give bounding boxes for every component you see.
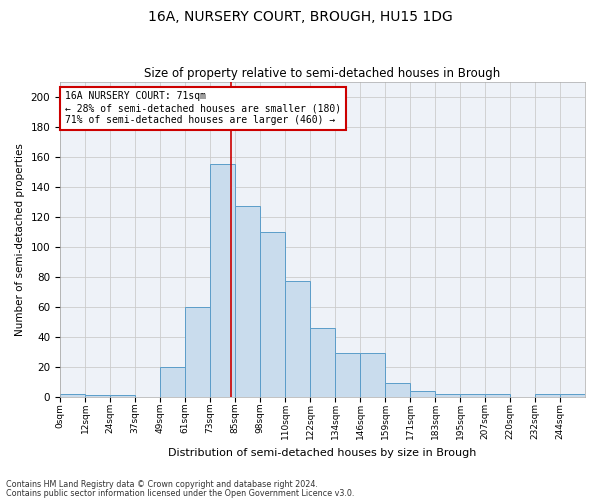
Bar [460, 394, 485, 396]
Bar [560, 394, 585, 396]
Text: Contains HM Land Registry data © Crown copyright and database right 2024.: Contains HM Land Registry data © Crown c… [6, 480, 318, 489]
Bar [235, 206, 260, 396]
Bar [210, 164, 235, 396]
Bar [410, 390, 435, 396]
Bar [110, 395, 135, 396]
Bar [310, 328, 335, 396]
Bar [435, 394, 460, 396]
X-axis label: Distribution of semi-detached houses by size in Brough: Distribution of semi-detached houses by … [169, 448, 477, 458]
Bar [85, 395, 110, 396]
Bar [285, 281, 310, 396]
Text: 16A NURSERY COURT: 71sqm
← 28% of semi-detached houses are smaller (180)
71% of : 16A NURSERY COURT: 71sqm ← 28% of semi-d… [65, 92, 341, 124]
Bar [260, 232, 285, 396]
Bar [385, 383, 410, 396]
Text: 16A, NURSERY COURT, BROUGH, HU15 1DG: 16A, NURSERY COURT, BROUGH, HU15 1DG [148, 10, 452, 24]
Bar [160, 366, 185, 396]
Bar [485, 394, 510, 396]
Bar [185, 306, 210, 396]
Text: Contains public sector information licensed under the Open Government Licence v3: Contains public sector information licen… [6, 488, 355, 498]
Y-axis label: Number of semi-detached properties: Number of semi-detached properties [15, 143, 25, 336]
Bar [360, 353, 385, 397]
Bar [60, 394, 85, 396]
Title: Size of property relative to semi-detached houses in Brough: Size of property relative to semi-detach… [145, 66, 500, 80]
Bar [535, 394, 560, 396]
Bar [335, 353, 360, 397]
